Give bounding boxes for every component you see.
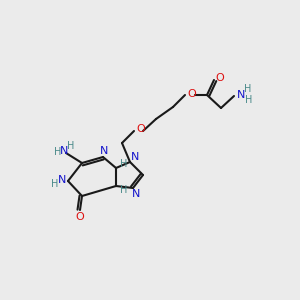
Text: H: H (120, 185, 128, 195)
Text: H: H (245, 95, 253, 105)
Text: O: O (188, 89, 196, 99)
Text: H: H (51, 179, 59, 189)
Text: N: N (237, 90, 245, 100)
Text: H: H (54, 147, 62, 157)
Text: O: O (216, 73, 224, 83)
Text: N: N (131, 152, 139, 162)
Text: N: N (60, 146, 68, 156)
Text: O: O (136, 124, 146, 134)
Text: H: H (120, 159, 128, 169)
Text: H: H (67, 141, 75, 151)
Text: O: O (76, 212, 84, 222)
Text: N: N (100, 146, 108, 156)
Text: N: N (58, 175, 66, 185)
Text: H: H (244, 84, 252, 94)
Text: N: N (132, 189, 140, 199)
